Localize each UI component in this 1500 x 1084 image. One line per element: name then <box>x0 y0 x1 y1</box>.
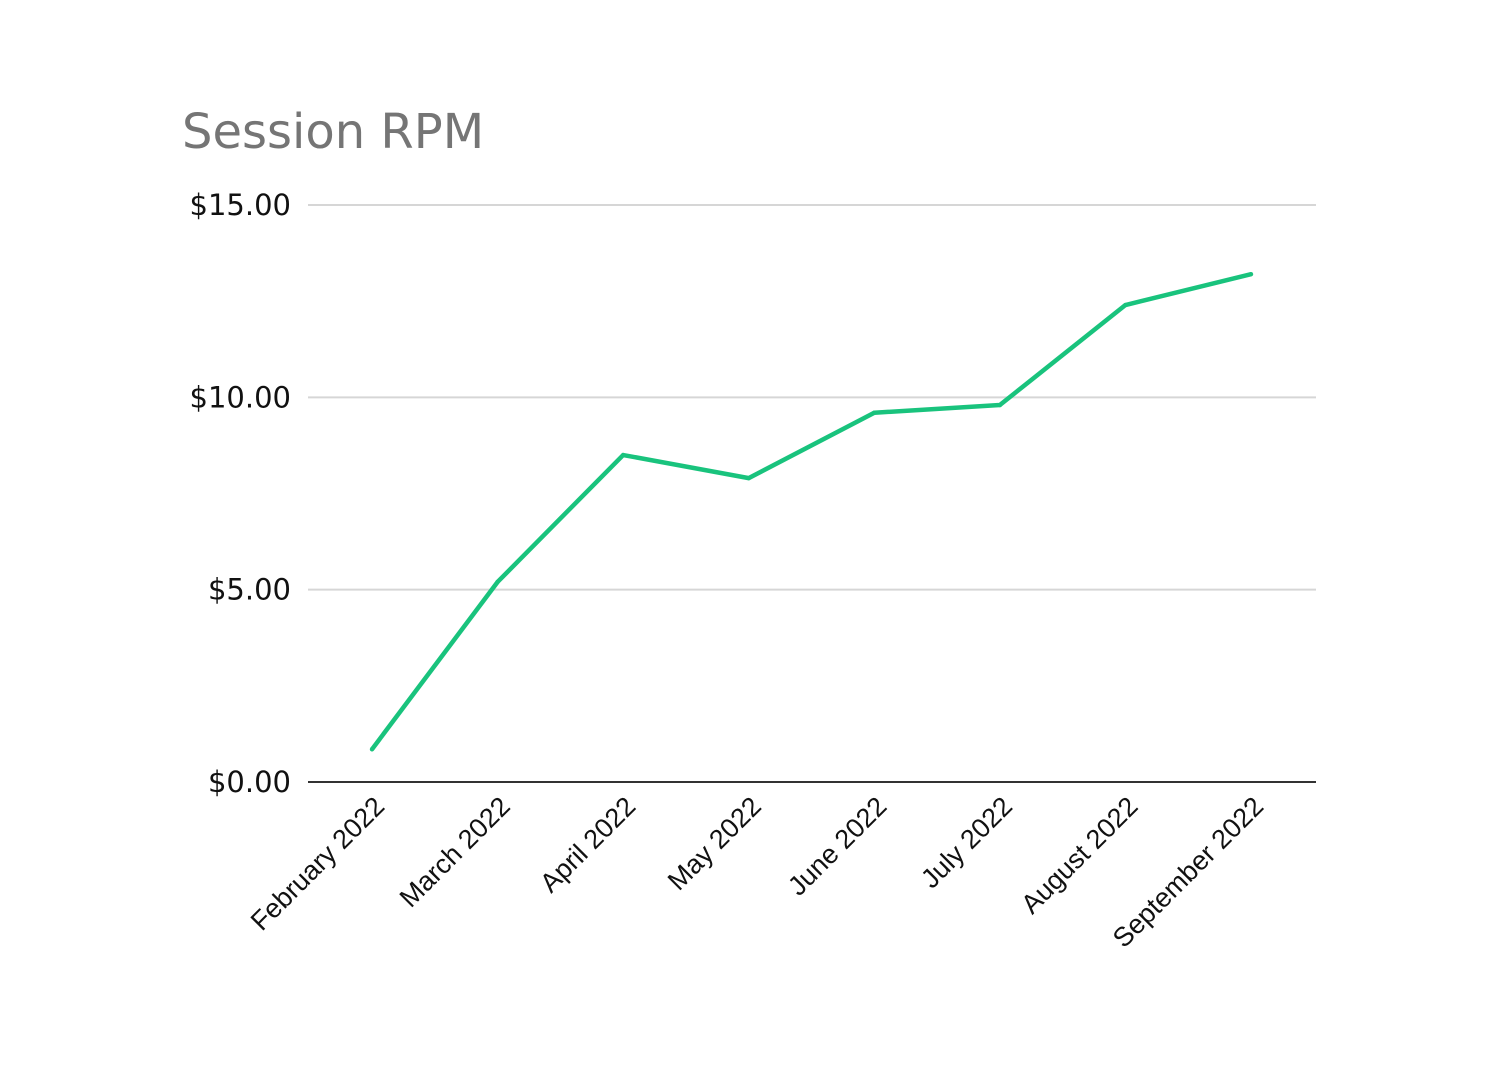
data-point <box>495 579 500 585</box>
x-tick-label: June 2022 <box>782 791 892 901</box>
data-point <box>1123 302 1128 308</box>
y-tick-label: $5.00 <box>208 573 291 607</box>
data-point <box>746 475 751 481</box>
data-point <box>872 410 877 415</box>
gridlines <box>308 204 1316 783</box>
data-point <box>369 747 375 752</box>
x-tick-label: April 2022 <box>534 791 641 898</box>
y-tick-label: $0.00 <box>208 765 291 799</box>
x-tick-label: February 2022 <box>245 791 390 936</box>
series-line <box>370 272 1252 751</box>
x-tick-label: March 2022 <box>394 791 516 913</box>
y-tick-label: $15.00 <box>190 188 291 222</box>
series-layer <box>369 272 1254 752</box>
data-point <box>620 452 626 458</box>
x-tick-label: August 2022 <box>1015 791 1143 919</box>
x-axis: February 2022 March 2022 April 2022 May 202… <box>245 791 1269 953</box>
x-tick-label: July 2022 <box>915 791 1018 894</box>
chart-title: Session RPM <box>182 104 484 160</box>
y-axis: $0.00 $5.00 $10.00 $15.00 <box>190 188 291 799</box>
data-point <box>997 402 1003 408</box>
x-tick-label: May 2022 <box>662 791 767 896</box>
data-point <box>1248 272 1254 277</box>
y-tick-label: $10.00 <box>190 380 291 414</box>
